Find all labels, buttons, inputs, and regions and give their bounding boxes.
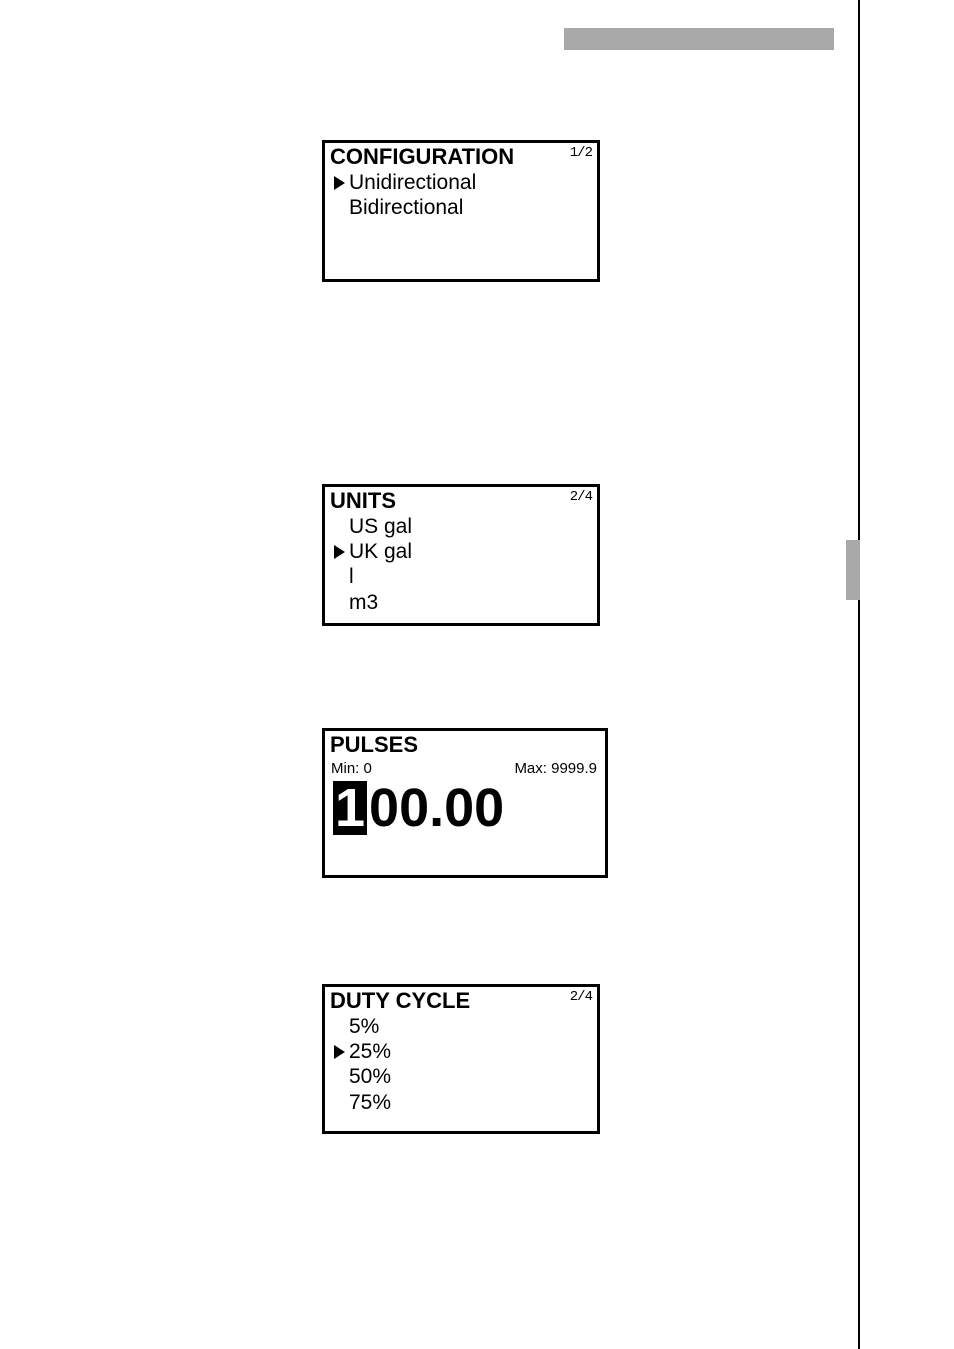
menu-item-label: 25% xyxy=(347,1039,391,1064)
pulses-panel: PULSES Min: 0 Max: 9999.9 1 00.00 xyxy=(322,728,608,878)
panel-title: PULSES xyxy=(330,732,418,758)
pulses-editing-digit[interactable]: 1 xyxy=(333,781,367,835)
panel-header: PULSES xyxy=(325,731,605,758)
menu-list: 5% 25% 50% 75% xyxy=(325,1014,597,1125)
menu-item-label: 5% xyxy=(347,1014,379,1039)
menu-item-25pct[interactable]: 25% xyxy=(331,1039,593,1064)
panel-title: CONFIGURATION xyxy=(330,144,514,170)
menu-item-label: l xyxy=(347,564,354,589)
menu-item-us-gal[interactable]: US gal xyxy=(331,514,593,539)
panel-header: CONFIGURATION 1/2 xyxy=(325,143,597,170)
menu-list: US gal UK gal l m3 xyxy=(325,514,597,625)
menu-item-label: 75% xyxy=(347,1090,391,1115)
menu-item-5pct[interactable]: 5% xyxy=(331,1014,593,1039)
selection-pointer-icon xyxy=(331,176,347,190)
pulses-remaining-digits: 00.00 xyxy=(369,781,504,835)
menu-list: Unidirectional Bidirectional xyxy=(325,170,597,270)
menu-item-litres[interactable]: l xyxy=(331,564,593,589)
menu-item-m3[interactable]: m3 xyxy=(331,590,593,615)
duty-cycle-panel: DUTY CYCLE 2/4 5% 25% 50% 75% xyxy=(322,984,600,1134)
panel-title: DUTY CYCLE xyxy=(330,988,470,1014)
menu-item-label: Unidirectional xyxy=(347,170,476,195)
menu-item-label: UK gal xyxy=(347,539,412,564)
selection-pointer-icon xyxy=(331,1095,347,1109)
panel-header: DUTY CYCLE 2/4 xyxy=(325,987,597,1014)
pulses-min-label: Min: 0 xyxy=(331,760,372,777)
selection-pointer-icon xyxy=(331,545,347,559)
page-indicator: 2/4 xyxy=(570,989,592,1005)
header-grey-bar xyxy=(564,28,834,50)
selection-pointer-icon xyxy=(331,1070,347,1084)
menu-item-label: US gal xyxy=(347,514,412,539)
selection-pointer-icon xyxy=(331,201,347,215)
menu-item-label: 50% xyxy=(347,1064,391,1089)
panel-header: UNITS 2/4 xyxy=(325,487,597,514)
units-panel: UNITS 2/4 US gal UK gal l m3 xyxy=(322,484,600,626)
menu-item-uk-gal[interactable]: UK gal xyxy=(331,539,593,564)
pulses-range-row: Min: 0 Max: 9999.9 xyxy=(325,758,605,779)
menu-item-unidirectional[interactable]: Unidirectional xyxy=(331,170,593,195)
configuration-panel: CONFIGURATION 1/2 Unidirectional Bidirec… xyxy=(322,140,600,282)
menu-item-label: Bidirectional xyxy=(347,195,463,220)
menu-item-bidirectional[interactable]: Bidirectional xyxy=(331,195,593,220)
selection-pointer-icon xyxy=(331,1020,347,1034)
menu-item-50pct[interactable]: 50% xyxy=(331,1064,593,1089)
selection-pointer-icon xyxy=(331,1045,347,1059)
menu-item-75pct[interactable]: 75% xyxy=(331,1090,593,1115)
selection-pointer-icon xyxy=(331,570,347,584)
pulses-max-label: Max: 9999.9 xyxy=(514,760,597,777)
panel-title: UNITS xyxy=(330,488,396,514)
page-indicator: 1/2 xyxy=(570,145,592,161)
selection-pointer-icon xyxy=(331,520,347,534)
page-root: CONFIGURATION 1/2 Unidirectional Bidirec… xyxy=(0,0,954,1349)
page-indicator: 2/4 xyxy=(570,489,592,505)
side-grey-bar xyxy=(846,540,860,600)
menu-item-label: m3 xyxy=(347,590,378,615)
selection-pointer-icon xyxy=(331,595,347,609)
pulses-value[interactable]: 1 00.00 xyxy=(325,779,605,841)
vertical-rule xyxy=(858,0,860,1349)
